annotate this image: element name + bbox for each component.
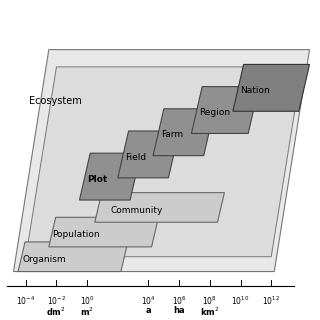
Text: Organism: Organism (23, 255, 66, 264)
Polygon shape (79, 153, 141, 200)
Text: Field: Field (125, 153, 147, 162)
Polygon shape (118, 131, 179, 178)
Text: Farm: Farm (161, 130, 183, 140)
Polygon shape (49, 217, 158, 247)
Polygon shape (95, 193, 224, 222)
Text: $10^{12}$: $10^{12}$ (262, 295, 280, 307)
Text: Region: Region (199, 108, 230, 117)
Polygon shape (26, 67, 302, 257)
Text: dm$^2$: dm$^2$ (46, 306, 67, 318)
Text: Ecosystem: Ecosystem (29, 96, 82, 107)
Text: a: a (146, 306, 151, 315)
Polygon shape (191, 87, 259, 133)
Text: $10^{10}$: $10^{10}$ (231, 295, 250, 307)
Text: $10^{0}$: $10^{0}$ (80, 295, 95, 307)
Text: $10^{-4}$: $10^{-4}$ (16, 295, 36, 307)
Text: m$^2$: m$^2$ (80, 306, 94, 318)
Text: $10^{4}$: $10^{4}$ (141, 295, 156, 307)
Text: ha: ha (173, 306, 185, 315)
Polygon shape (233, 64, 309, 111)
Text: Nation: Nation (241, 86, 270, 95)
Polygon shape (13, 50, 309, 272)
Text: Population: Population (52, 230, 100, 239)
Text: $10^{-2}$: $10^{-2}$ (47, 295, 66, 307)
Polygon shape (153, 109, 214, 156)
Text: Community: Community (110, 206, 163, 215)
Text: Plot: Plot (87, 175, 108, 184)
Text: $10^{8}$: $10^{8}$ (203, 295, 217, 307)
Polygon shape (18, 242, 128, 272)
Text: km$^2$: km$^2$ (200, 306, 220, 318)
Text: $10^{6}$: $10^{6}$ (172, 295, 187, 307)
